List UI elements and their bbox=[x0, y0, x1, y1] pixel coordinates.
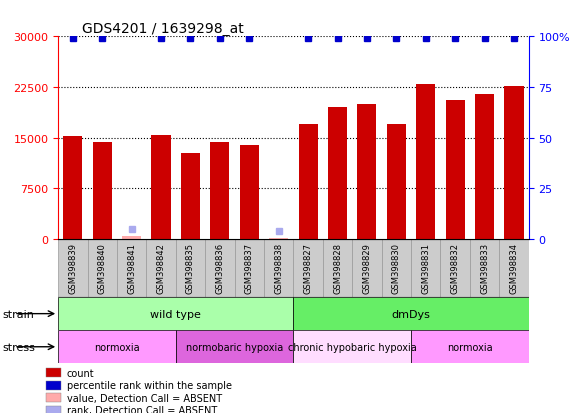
Text: value, Detection Call = ABSENT: value, Detection Call = ABSENT bbox=[67, 393, 222, 403]
Bar bbox=[46, 406, 61, 413]
Bar bbox=[264, 240, 293, 297]
Bar bbox=[58, 330, 175, 363]
Bar bbox=[411, 240, 440, 297]
Bar bbox=[299, 125, 318, 240]
Text: GSM398841: GSM398841 bbox=[127, 242, 136, 293]
Text: GSM398832: GSM398832 bbox=[451, 242, 460, 293]
Bar bbox=[58, 297, 293, 330]
Text: GSM398842: GSM398842 bbox=[156, 242, 166, 293]
Bar bbox=[269, 238, 288, 240]
Bar bbox=[235, 240, 264, 297]
Text: GSM398831: GSM398831 bbox=[421, 242, 431, 293]
Bar bbox=[181, 153, 200, 240]
Text: dmDys: dmDys bbox=[392, 309, 431, 319]
Text: GSM398840: GSM398840 bbox=[98, 242, 107, 293]
Text: strain: strain bbox=[3, 309, 35, 319]
Text: percentile rank within the sample: percentile rank within the sample bbox=[67, 380, 232, 390]
Bar bbox=[205, 240, 235, 297]
Bar bbox=[92, 143, 112, 240]
Text: rank, Detection Call = ABSENT: rank, Detection Call = ABSENT bbox=[67, 405, 217, 413]
Bar bbox=[46, 381, 61, 390]
Bar bbox=[328, 108, 347, 240]
Text: GDS4201 / 1639298_at: GDS4201 / 1639298_at bbox=[81, 22, 243, 36]
Bar bbox=[357, 104, 376, 240]
Bar bbox=[152, 135, 171, 240]
Text: GSM398839: GSM398839 bbox=[69, 242, 77, 293]
Bar bbox=[117, 240, 146, 297]
Bar bbox=[58, 240, 88, 297]
Text: normobaric hypoxia: normobaric hypoxia bbox=[186, 342, 283, 352]
Bar bbox=[387, 125, 406, 240]
Bar bbox=[382, 240, 411, 297]
Bar bbox=[323, 240, 352, 297]
Text: GSM398827: GSM398827 bbox=[304, 242, 313, 293]
Bar bbox=[293, 330, 411, 363]
Text: chronic hypobaric hypoxia: chronic hypobaric hypoxia bbox=[288, 342, 417, 352]
Text: GSM398830: GSM398830 bbox=[392, 242, 401, 293]
Bar bbox=[210, 143, 229, 240]
Bar bbox=[504, 86, 523, 240]
Bar bbox=[470, 240, 499, 297]
Bar bbox=[440, 240, 470, 297]
Text: GSM398829: GSM398829 bbox=[363, 242, 371, 293]
Bar bbox=[446, 101, 465, 240]
Bar bbox=[499, 240, 529, 297]
Bar bbox=[416, 84, 435, 240]
Bar bbox=[293, 297, 529, 330]
Text: GSM398828: GSM398828 bbox=[333, 242, 342, 293]
Bar bbox=[146, 240, 176, 297]
Bar bbox=[46, 393, 61, 402]
Text: count: count bbox=[67, 368, 95, 378]
Text: GSM398835: GSM398835 bbox=[186, 242, 195, 293]
Text: normoxia: normoxia bbox=[447, 342, 493, 352]
Bar bbox=[240, 146, 259, 240]
Text: GSM398834: GSM398834 bbox=[510, 242, 518, 293]
Bar bbox=[293, 240, 323, 297]
Bar bbox=[475, 95, 494, 240]
Bar bbox=[175, 330, 293, 363]
Text: wild type: wild type bbox=[150, 309, 201, 319]
Text: GSM398833: GSM398833 bbox=[480, 242, 489, 293]
Bar bbox=[352, 240, 382, 297]
Bar bbox=[411, 330, 529, 363]
Bar bbox=[88, 240, 117, 297]
Text: GSM398837: GSM398837 bbox=[245, 242, 254, 293]
Bar bbox=[46, 368, 61, 377]
Text: stress: stress bbox=[3, 342, 36, 352]
Bar bbox=[63, 137, 83, 240]
Bar bbox=[175, 240, 205, 297]
Text: GSM398838: GSM398838 bbox=[274, 242, 283, 293]
Bar bbox=[122, 237, 141, 240]
Text: GSM398836: GSM398836 bbox=[216, 242, 224, 293]
Text: normoxia: normoxia bbox=[94, 342, 140, 352]
